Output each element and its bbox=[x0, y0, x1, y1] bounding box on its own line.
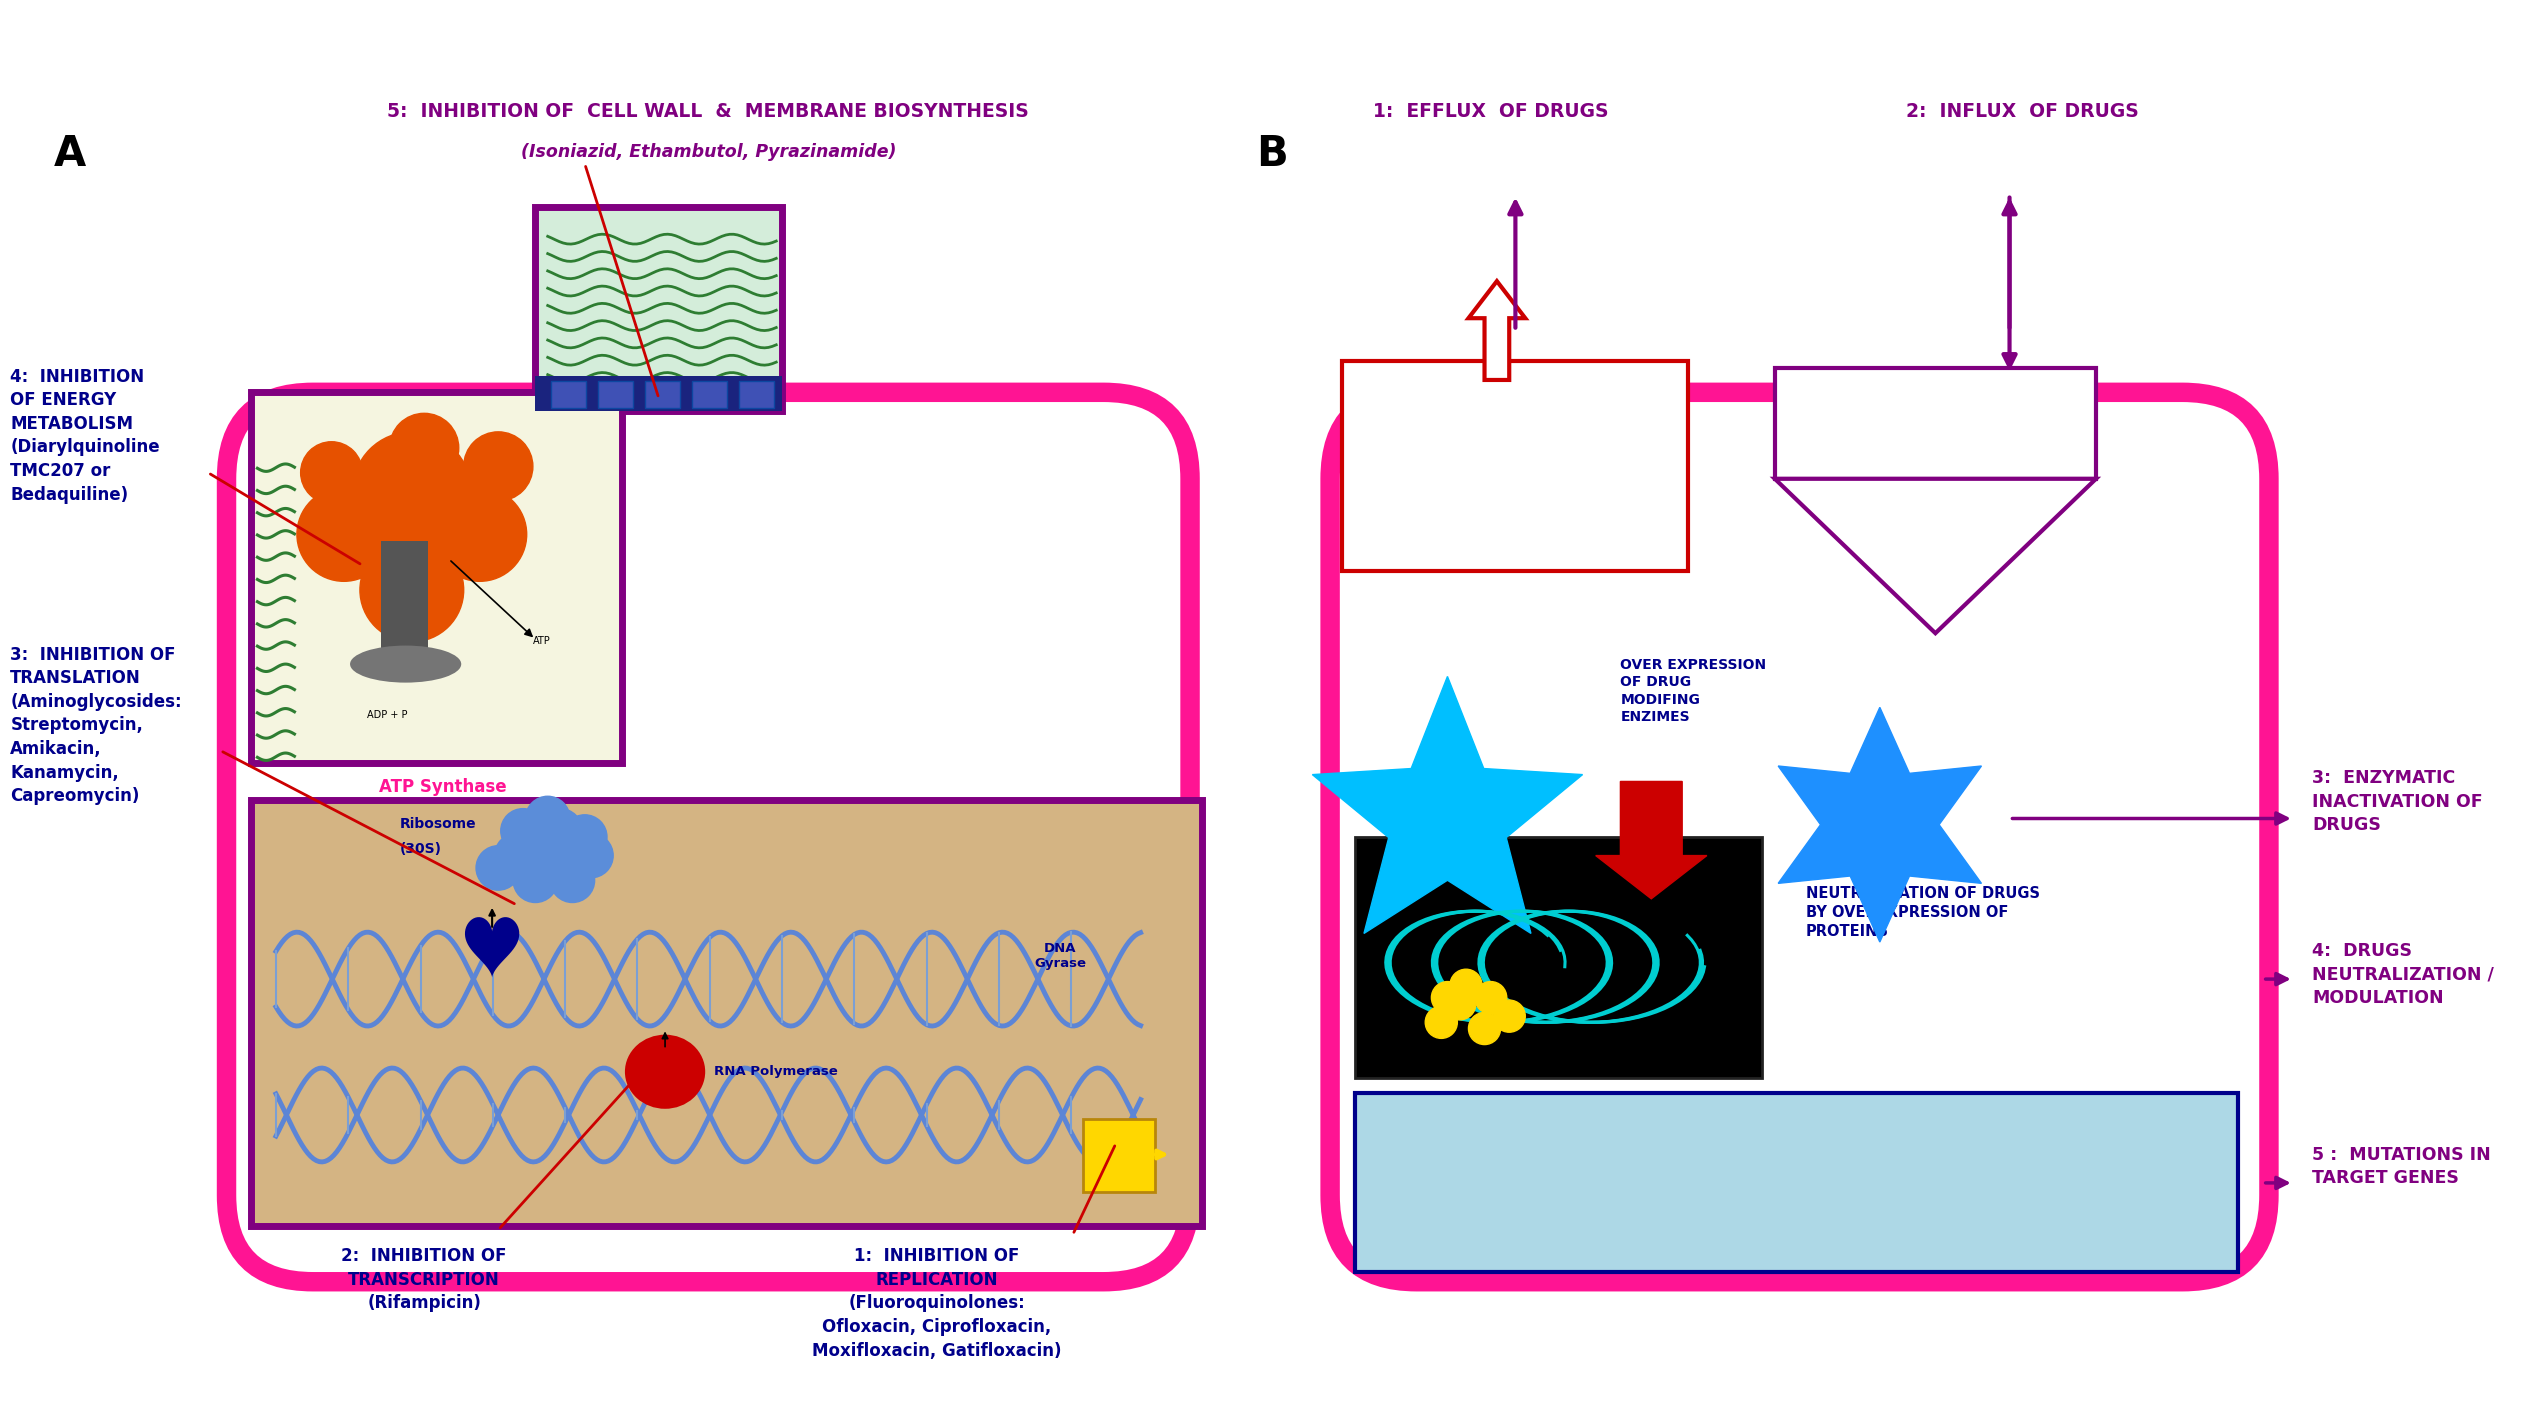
Text: OVER EXPRESSION
OF DRUG
MODIFING
ENZIMES: OVER EXPRESSION OF DRUG MODIFING ENZIMES bbox=[1621, 658, 1766, 723]
Circle shape bbox=[463, 432, 532, 501]
Text: MUTATIONS IN GENES OF DRUG TARGETS: MUTATIONS IN GENES OF DRUG TARGETS bbox=[1608, 1099, 1992, 1117]
Text: 2:  INHIBITION OF
TRANSCRIPTION
(Rifampicin): 2: INHIBITION OF TRANSCRIPTION (Rifampic… bbox=[341, 1247, 506, 1313]
Text: 1:  EFFLUX  OF DRUGS: 1: EFFLUX OF DRUGS bbox=[1374, 101, 1608, 121]
Text: 1:  INHIBITION OF
REPLICATION
(Fluoroquinolones:
Ofloxacin, Ciprofloxacin,
Moxif: 1: INHIBITION OF REPLICATION (Fluoroquin… bbox=[812, 1247, 1061, 1360]
Bar bbox=[740, 381, 773, 408]
Text: RNA Polymerase: RNA Polymerase bbox=[715, 1065, 837, 1079]
Circle shape bbox=[1450, 969, 1483, 1002]
Circle shape bbox=[1445, 987, 1476, 1020]
Text: B: B bbox=[1257, 133, 1287, 176]
Circle shape bbox=[359, 538, 463, 642]
Text: DNA
Gyrase: DNA Gyrase bbox=[1035, 942, 1086, 970]
Text: 2:  INFLUX  OF DRUGS: 2: INFLUX OF DRUGS bbox=[1905, 101, 2140, 121]
Bar bbox=[1356, 1093, 2239, 1271]
Polygon shape bbox=[1468, 281, 1526, 380]
Ellipse shape bbox=[626, 1035, 705, 1109]
Text: 5:  INHIBITION OF  CELL WALL  &  MEMBRANE BIOSYNTHESIS: 5: INHIBITION OF CELL WALL & MEMBRANE BI… bbox=[387, 101, 1030, 121]
Text: 3:  ENZYMATIC
INACTIVATION OF
DRUGS: 3: ENZYMATIC INACTIVATION OF DRUGS bbox=[2312, 769, 2483, 835]
Circle shape bbox=[300, 442, 361, 504]
Polygon shape bbox=[1595, 782, 1707, 899]
Text: A: A bbox=[53, 133, 86, 176]
Polygon shape bbox=[1313, 676, 1582, 933]
Circle shape bbox=[1493, 1000, 1526, 1032]
FancyBboxPatch shape bbox=[252, 392, 621, 763]
Text: 5 :  MUTATIONS IN
TARGET GENES: 5 : MUTATIONS IN TARGET GENES bbox=[2312, 1146, 2491, 1187]
Text: ADP + P: ADP + P bbox=[366, 709, 407, 719]
Text: 4:  DRUGS
NEUTRALIZATION /
MODULATION: 4: DRUGS NEUTRALIZATION / MODULATION bbox=[2312, 942, 2493, 1007]
Bar bbox=[646, 381, 679, 408]
Text: gyrB, rrs, rpsL, gidB, eis,tlyA and WhiB7): gyrB, rrs, rpsL, gidB, eis,tlyA and WhiB… bbox=[1623, 1220, 1977, 1234]
Bar bbox=[382, 541, 427, 658]
Circle shape bbox=[1432, 982, 1463, 1013]
Text: LOSS OF
PORINS: LOSS OF PORINS bbox=[1900, 387, 1972, 420]
Circle shape bbox=[494, 833, 539, 878]
Bar bbox=[1343, 361, 1689, 571]
Circle shape bbox=[570, 833, 613, 878]
Bar bbox=[598, 381, 633, 408]
Polygon shape bbox=[466, 918, 519, 977]
Text: ATP: ATP bbox=[532, 635, 550, 645]
Bar bbox=[1776, 368, 2096, 479]
Text: OR ALTERED ENCODED PRODUCTS: OR ALTERED ENCODED PRODUCTS bbox=[1641, 1136, 1959, 1154]
Text: OVER EXPRESSION
OF EFFLUX
PUMPS: OVER EXPRESSION OF EFFLUX PUMPS bbox=[1435, 398, 1595, 451]
Circle shape bbox=[527, 796, 570, 841]
Circle shape bbox=[532, 821, 575, 865]
Text: 3:  INHIBITION OF
TRANSLATION
(Aminoglycosides:
Streptomycin,
Amikacin,
Kanamyci: 3: INHIBITION OF TRANSLATION (Aminoglyco… bbox=[10, 645, 183, 805]
Circle shape bbox=[432, 488, 527, 581]
Circle shape bbox=[1425, 1006, 1458, 1039]
FancyBboxPatch shape bbox=[1084, 1119, 1155, 1192]
Text: Ribosome: Ribosome bbox=[399, 816, 476, 831]
Circle shape bbox=[550, 839, 595, 883]
Bar bbox=[534, 377, 784, 411]
Circle shape bbox=[514, 858, 557, 902]
Bar bbox=[1356, 838, 1763, 1077]
Circle shape bbox=[1468, 1012, 1501, 1045]
FancyBboxPatch shape bbox=[252, 801, 1203, 1226]
Circle shape bbox=[1476, 982, 1506, 1013]
Bar bbox=[552, 381, 585, 408]
Text: (KatG, InhA, ahpC, rpoB, embB, pncA, gyrA,: (KatG, InhA, ahpC, rpoB, embB, pncA, gyr… bbox=[1613, 1180, 1987, 1196]
Text: (Isoniazid, Ethambutol, Pyrazinamide): (Isoniazid, Ethambutol, Pyrazinamide) bbox=[522, 143, 895, 161]
Polygon shape bbox=[1776, 479, 2096, 634]
Circle shape bbox=[537, 809, 583, 853]
Circle shape bbox=[550, 858, 595, 902]
Polygon shape bbox=[1778, 708, 1982, 942]
Circle shape bbox=[354, 432, 471, 551]
FancyBboxPatch shape bbox=[534, 207, 784, 411]
Circle shape bbox=[389, 414, 458, 482]
Text: ATP Synthase: ATP Synthase bbox=[379, 778, 506, 796]
Circle shape bbox=[562, 815, 608, 859]
Bar bbox=[1781, 388, 2089, 475]
Ellipse shape bbox=[351, 645, 460, 682]
Circle shape bbox=[501, 809, 544, 853]
Text: 4:  INHIBITION
OF ENERGY
METABOLISM
(Diarylquinoline
TMC207 or
Bedaquiline): 4: INHIBITION OF ENERGY METABOLISM (Diar… bbox=[10, 368, 160, 504]
Circle shape bbox=[298, 488, 392, 581]
Circle shape bbox=[476, 846, 522, 890]
Text: NEUTRALIZATION OF DRUGS
BY OVEREXPRESSION OF
PROTEINS: NEUTRALIZATION OF DRUGS BY OVEREXPRESSIO… bbox=[1806, 886, 2040, 939]
Text: (30S): (30S) bbox=[399, 842, 443, 856]
Bar bbox=[692, 381, 728, 408]
